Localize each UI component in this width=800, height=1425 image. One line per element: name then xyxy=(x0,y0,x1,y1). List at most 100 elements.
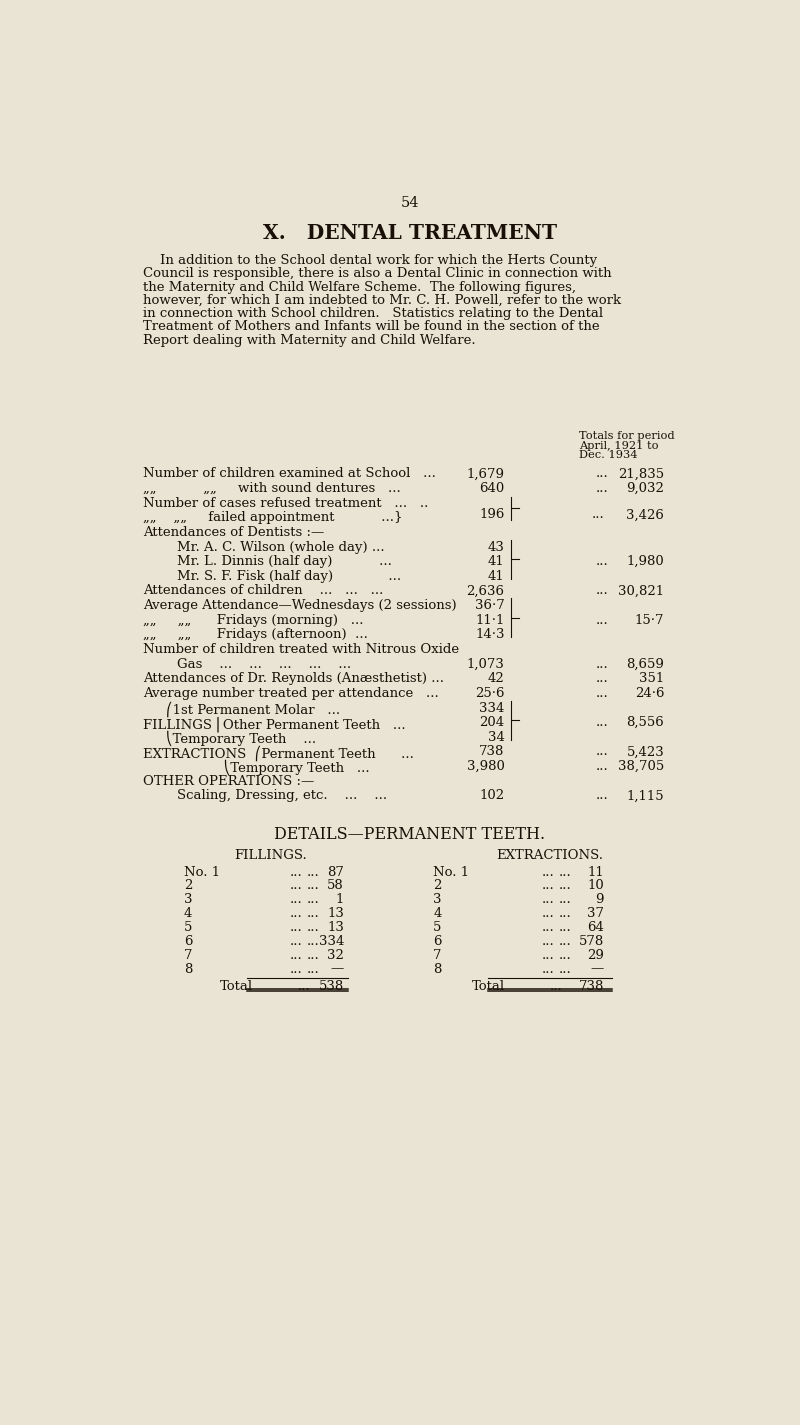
Text: Total: Total xyxy=(472,980,505,993)
Text: ...: ... xyxy=(596,556,609,569)
Text: ...: ... xyxy=(596,658,609,671)
Text: ...: ... xyxy=(290,962,302,976)
Text: Number of children treated with Nitrous Oxide: Number of children treated with Nitrous … xyxy=(142,643,458,656)
Text: 4: 4 xyxy=(184,908,192,921)
Text: ...: ... xyxy=(298,980,310,993)
Text: 64: 64 xyxy=(587,921,604,933)
Text: 1,073: 1,073 xyxy=(466,658,505,671)
Text: Scaling, Dressing, etc.    ...    ...: Scaling, Dressing, etc. ... ... xyxy=(142,789,386,802)
Text: 3: 3 xyxy=(434,893,442,906)
Text: Attendances of Dentists :—: Attendances of Dentists :— xyxy=(142,526,324,539)
Text: Average Attendance—Wednesdays (2 sessions): Average Attendance—Wednesdays (2 session… xyxy=(142,598,456,613)
Text: ...: ... xyxy=(592,509,605,522)
Text: Number of cases refused treatment   ...   ..: Number of cases refused treatment ... .. xyxy=(142,497,432,510)
Text: Attendances of Dr. Reynolds (Anæsthetist) ...: Attendances of Dr. Reynolds (Anæsthetist… xyxy=(142,673,444,685)
Text: Mr. A. C. Wilson (whole day) ...: Mr. A. C. Wilson (whole day) ... xyxy=(142,540,384,553)
Text: 11: 11 xyxy=(587,865,604,879)
Text: 42: 42 xyxy=(488,673,505,685)
Text: Council is responsible, there is also a Dental Clinic in connection with: Council is responsible, there is also a … xyxy=(142,268,611,281)
Text: 87: 87 xyxy=(327,865,344,879)
Text: 538: 538 xyxy=(319,980,344,993)
Text: 2,636: 2,636 xyxy=(466,584,505,597)
Text: however, for which I am indebted to Mr. C. H. Powell, refer to the work: however, for which I am indebted to Mr. … xyxy=(142,294,621,306)
Text: 38,705: 38,705 xyxy=(618,760,664,772)
Text: ...: ... xyxy=(307,935,320,948)
Text: ...: ... xyxy=(596,467,609,480)
Text: 21,835: 21,835 xyxy=(618,467,664,480)
Text: 10: 10 xyxy=(587,879,604,892)
Text: ...: ... xyxy=(596,673,609,685)
Text: Total: Total xyxy=(220,980,254,993)
Text: DETAILS—PERMANENT TEETH.: DETAILS—PERMANENT TEETH. xyxy=(274,825,546,842)
Text: ...: ... xyxy=(596,717,609,730)
Text: ...: ... xyxy=(307,893,320,906)
Text: „„    „„     failed appointment           ...}: „„ „„ failed appointment ...} xyxy=(142,512,402,524)
Text: 3,980: 3,980 xyxy=(466,760,505,772)
Text: —: — xyxy=(331,962,344,976)
Text: 8,556: 8,556 xyxy=(626,717,664,730)
Text: ...: ... xyxy=(290,908,302,921)
Text: 6: 6 xyxy=(184,935,192,948)
Text: ⎝Temporary Teeth    ...: ⎝Temporary Teeth ... xyxy=(166,731,316,747)
Text: ...: ... xyxy=(307,908,320,921)
Text: 8,659: 8,659 xyxy=(626,658,664,671)
Text: 29: 29 xyxy=(587,949,604,962)
Text: 34: 34 xyxy=(488,731,505,744)
Text: Gas    ...    ...    ...    ...    ...: Gas ... ... ... ... ... xyxy=(142,658,350,671)
Text: OTHER OPERATIONS :—: OTHER OPERATIONS :— xyxy=(142,775,314,788)
Text: 1: 1 xyxy=(336,893,344,906)
Text: 41: 41 xyxy=(488,570,505,583)
Text: Report dealing with Maternity and Child Welfare.: Report dealing with Maternity and Child … xyxy=(142,333,475,346)
Text: 58: 58 xyxy=(327,879,344,892)
Text: ...: ... xyxy=(558,949,571,962)
Text: Attendances of children    ...   ...   ...: Attendances of children ... ... ... xyxy=(142,584,383,597)
Text: 334: 334 xyxy=(318,935,344,948)
Text: ⎛1st Permanent Molar   ...: ⎛1st Permanent Molar ... xyxy=(166,701,340,717)
Text: 7: 7 xyxy=(434,949,442,962)
Text: April, 1921 to: April, 1921 to xyxy=(579,440,658,450)
Text: 5: 5 xyxy=(434,921,442,933)
Text: ...: ... xyxy=(596,614,609,627)
Text: —: — xyxy=(590,962,604,976)
Text: 334: 334 xyxy=(479,701,505,714)
Text: ...: ... xyxy=(542,921,554,933)
Text: ...: ... xyxy=(290,935,302,948)
Text: FILLINGS.: FILLINGS. xyxy=(234,849,307,862)
Text: ...: ... xyxy=(558,879,571,892)
Text: 11·1: 11·1 xyxy=(475,614,505,627)
Text: 24·6: 24·6 xyxy=(634,687,664,700)
Text: „„           „„     with sound dentures   ...: „„ „„ with sound dentures ... xyxy=(142,482,400,494)
Text: Mr. L. Dinnis (half day)           ...: Mr. L. Dinnis (half day) ... xyxy=(142,556,391,569)
Text: ...: ... xyxy=(558,962,571,976)
Text: 3,426: 3,426 xyxy=(626,509,664,522)
Text: ...: ... xyxy=(558,865,571,879)
Text: 13: 13 xyxy=(327,921,344,933)
Text: 43: 43 xyxy=(488,540,505,553)
Text: ...: ... xyxy=(542,893,554,906)
Text: 196: 196 xyxy=(479,509,505,522)
Text: ...: ... xyxy=(542,879,554,892)
Text: „„     „„      Fridays (morning)   ...: „„ „„ Fridays (morning) ... xyxy=(142,614,363,627)
Text: „„     „„      Fridays (afternoon)  ...: „„ „„ Fridays (afternoon) ... xyxy=(142,628,367,641)
Text: ...: ... xyxy=(542,949,554,962)
Text: 640: 640 xyxy=(479,482,505,494)
Text: 6: 6 xyxy=(434,935,442,948)
Text: 41: 41 xyxy=(488,556,505,569)
Text: ...: ... xyxy=(542,908,554,921)
Text: ...: ... xyxy=(596,789,609,802)
Text: 4: 4 xyxy=(434,908,442,921)
Text: No. 1: No. 1 xyxy=(434,865,470,879)
Text: in connection with School children.   Statistics relating to the Dental: in connection with School children. Stat… xyxy=(142,308,602,321)
Text: ...: ... xyxy=(542,865,554,879)
Text: In addition to the School dental work for which the Herts County: In addition to the School dental work fo… xyxy=(142,254,597,266)
Text: 204: 204 xyxy=(479,717,505,730)
Text: 3: 3 xyxy=(184,893,192,906)
Text: 578: 578 xyxy=(578,935,604,948)
Text: ...: ... xyxy=(596,687,609,700)
Text: ...: ... xyxy=(307,962,320,976)
Text: ...: ... xyxy=(290,865,302,879)
Text: the Maternity and Child Welfare Scheme.  The following figures,: the Maternity and Child Welfare Scheme. … xyxy=(142,281,576,294)
Text: 102: 102 xyxy=(479,789,505,802)
Text: 5: 5 xyxy=(184,921,192,933)
Text: ...: ... xyxy=(307,921,320,933)
